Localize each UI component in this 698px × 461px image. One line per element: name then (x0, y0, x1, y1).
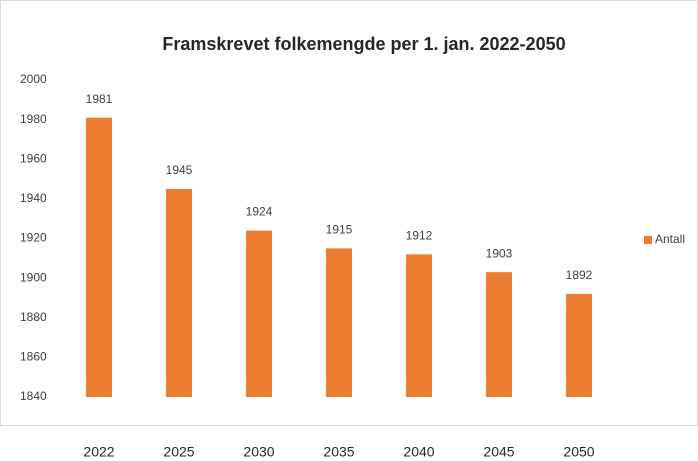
y-tick-label: 1960 (20, 151, 47, 165)
chart-title: Framskrevet folkemengde per 1. jan. 2022… (162, 34, 565, 54)
bar (246, 230, 272, 397)
bar (566, 293, 592, 397)
data-label: 1903 (486, 246, 513, 260)
y-tick-label: 1940 (20, 191, 47, 205)
bar (406, 254, 432, 397)
data-label: 1915 (326, 223, 353, 237)
x-tick-label: 2035 (323, 444, 354, 460)
y-tick-label: 1840 (20, 389, 47, 403)
x-tick-label: 2050 (563, 444, 594, 460)
data-label: 1981 (86, 92, 113, 106)
bar (86, 117, 112, 398)
legend-label: Antall (655, 232, 685, 246)
x-tick-label: 2030 (243, 444, 274, 460)
x-tick-label: 2022 (83, 444, 114, 460)
data-label: 1912 (406, 229, 433, 243)
x-tick-label: 2025 (163, 444, 194, 460)
y-tick-label: 1920 (20, 231, 47, 245)
bar (486, 272, 512, 397)
y-tick-label: 2000 (20, 72, 47, 86)
x-tick-label: 2040 (403, 444, 434, 460)
y-tick-label: 1900 (20, 270, 47, 284)
bar (326, 248, 352, 397)
bar (166, 188, 192, 397)
legend-swatch (644, 236, 652, 244)
data-label: 1924 (246, 205, 273, 219)
y-tick-label: 1860 (20, 350, 47, 364)
y-tick-label: 1980 (20, 112, 47, 126)
data-label: 1892 (566, 268, 593, 282)
data-label: 1945 (166, 163, 193, 177)
y-tick-label: 1880 (20, 310, 47, 324)
x-tick-label: 2045 (483, 444, 514, 460)
